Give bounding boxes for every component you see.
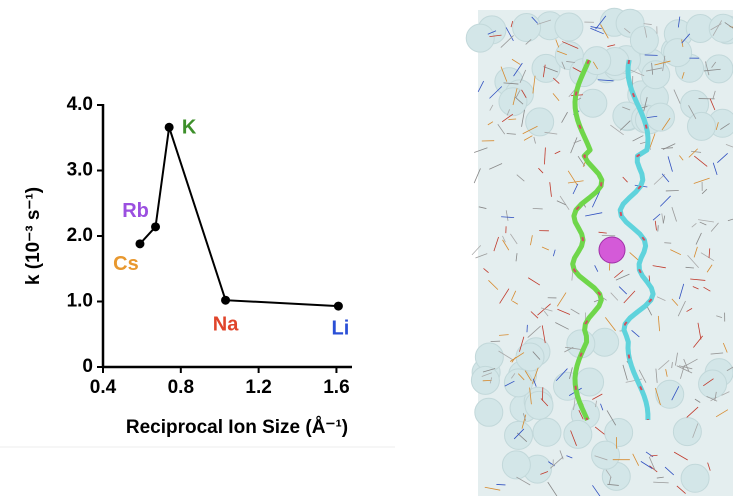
lipid-sphere [502,451,530,479]
lipid-sphere [504,369,532,397]
lipid-sphere [525,391,553,419]
x-tick-label: 1.6 [323,377,349,398]
y-tick-label: 4.0 [67,94,93,115]
x-tick-label: 1.2 [245,377,271,398]
line [140,127,338,306]
lipid-sphere [526,108,554,136]
point [151,222,160,231]
lipid-sphere [673,418,701,446]
point [334,302,343,311]
lipid-sphere [516,343,544,371]
lipid-sphere [699,370,727,398]
ion-sphere [599,237,625,263]
y-tick-label: 2.0 [67,225,93,246]
lipid-sphere [475,398,503,426]
x-tick-label: 0.4 [90,377,117,398]
lipid-sphere [579,89,607,117]
molecular-render [466,8,733,496]
point-label: Cs [113,253,139,275]
point [165,123,174,132]
lipid-sphere [533,418,561,446]
point-label: K [182,117,197,139]
lipid-sphere [466,24,494,52]
lipid-sphere [630,26,658,54]
lipid-sphere [687,112,715,140]
y-tick-label: 1.0 [67,291,93,312]
lipid-stick [496,484,505,485]
lipid-sphere [505,421,533,449]
lipid-sphere [576,368,604,396]
y-tick-label: 3.0 [67,160,93,181]
point [221,296,230,305]
lipid-sphere [705,55,733,83]
lipid-sphere [555,13,583,41]
lipid-sphere [592,441,620,469]
lipid-sphere [664,39,692,67]
lipid-stick [508,119,516,120]
x-tick-label: 0.8 [168,377,194,398]
point-label: Rb [122,200,149,222]
y-tick-label: 0 [82,356,93,377]
lipid-sphere [513,14,541,42]
lipid-sphere [564,420,592,448]
x-axis-title: Reciprocal Ion Size (Å⁻¹) [126,417,348,438]
y-axis-title: k (10⁻³ s⁻¹) [23,187,44,285]
figure: Reciprocal Ion Size (Å⁻¹) k (10⁻³ s⁻¹) 0… [0,0,733,496]
point-label: Li [331,317,349,339]
point-label: Na [213,313,239,335]
lipid-sphere [681,464,709,492]
point [135,239,144,248]
page: Reciprocal Ion Size (Å⁻¹) k (10⁻³ s⁻¹) 0… [0,0,733,496]
